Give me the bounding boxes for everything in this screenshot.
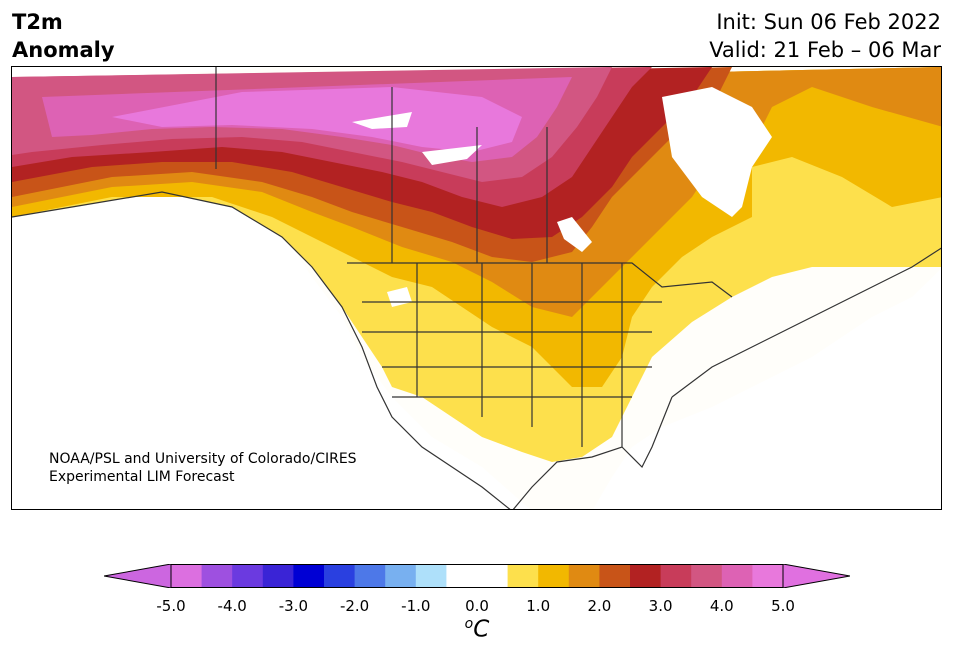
anomaly-5c-region — [112, 87, 522, 152]
lake-white-1 — [352, 112, 412, 129]
colorbar-segment — [752, 564, 784, 588]
gulf-coast — [512, 396, 673, 509]
colorbar-tick-label: 5.0 — [771, 597, 795, 615]
colorbar-segment — [415, 564, 447, 588]
colorbar-tick-label: 4.0 — [709, 597, 734, 615]
colorbar-segment — [660, 564, 692, 588]
map-canvas — [12, 67, 941, 509]
title-line-1: T2m — [12, 10, 63, 34]
map-title: T2m Anomaly — [12, 8, 115, 64]
colorbar — [104, 564, 850, 588]
us-states-row — [362, 301, 662, 398]
colorbar-segment — [691, 564, 723, 588]
colorbar-segment — [446, 564, 478, 588]
valid-date: Valid: 21 Feb – 06 Mar — [709, 38, 941, 62]
us-states-cols — [416, 263, 623, 447]
credit-line-2: Experimental LIM Forecast — [49, 469, 235, 485]
east-coast — [671, 247, 941, 398]
boundaries — [12, 67, 941, 509]
colorbar-tick-label: 0.0 — [465, 597, 489, 615]
colorbar-tick-label: 3.0 — [648, 597, 673, 615]
colorbar-segment — [171, 564, 203, 588]
init-date: Init: Sun 06 Feb 2022 — [716, 10, 941, 34]
colorbar-segment — [721, 564, 753, 588]
colorbar-segment — [262, 564, 294, 588]
colorbar-tick-label: -3.0 — [278, 597, 309, 615]
colorbar-segment — [232, 564, 264, 588]
colorbar-segment — [538, 564, 570, 588]
colorbar-tick-label: -2.0 — [339, 597, 370, 615]
west-coast — [12, 191, 511, 509]
colorbar-segment — [385, 564, 417, 588]
colorbar-under-triangle — [104, 564, 172, 588]
colorbar-segment — [324, 564, 356, 588]
credit-text: NOAA/PSL and University of Colorado/CIRE… — [49, 450, 357, 486]
forecast-dates: Init: Sun 06 Feb 2022 Valid: 21 Feb – 06… — [709, 8, 941, 64]
lake-white-2 — [422, 145, 482, 165]
colorbar-tick-label: -5.0 — [156, 597, 186, 615]
colorbar-tick-label: 2.0 — [587, 597, 612, 615]
greenland-white — [662, 87, 772, 217]
units-label: oC — [464, 616, 490, 643]
canada-us-border — [347, 262, 733, 298]
colorbar-segment — [293, 564, 325, 588]
colorbar-segment — [599, 564, 631, 588]
colorbar-segment — [630, 564, 662, 588]
colorbar-tick-label: -4.0 — [217, 597, 247, 615]
colorbar-segment — [354, 564, 386, 588]
colorbar-tick-label: -1.0 — [401, 597, 431, 615]
colorbar-segment — [477, 564, 509, 588]
colorbar-border — [170, 564, 784, 588]
colorbar-segment — [568, 564, 600, 588]
anomaly-map — [11, 66, 942, 510]
lake-white-3 — [557, 217, 592, 252]
title-line-2: Anomaly — [12, 38, 115, 62]
colorbar-tick-label: 1.0 — [526, 597, 551, 615]
colorbar-over-triangle — [782, 564, 850, 588]
colorbar-segment — [201, 564, 233, 588]
colorbar-segment — [507, 564, 539, 588]
credit-line-1: NOAA/PSL and University of Colorado/CIRE… — [49, 451, 357, 467]
